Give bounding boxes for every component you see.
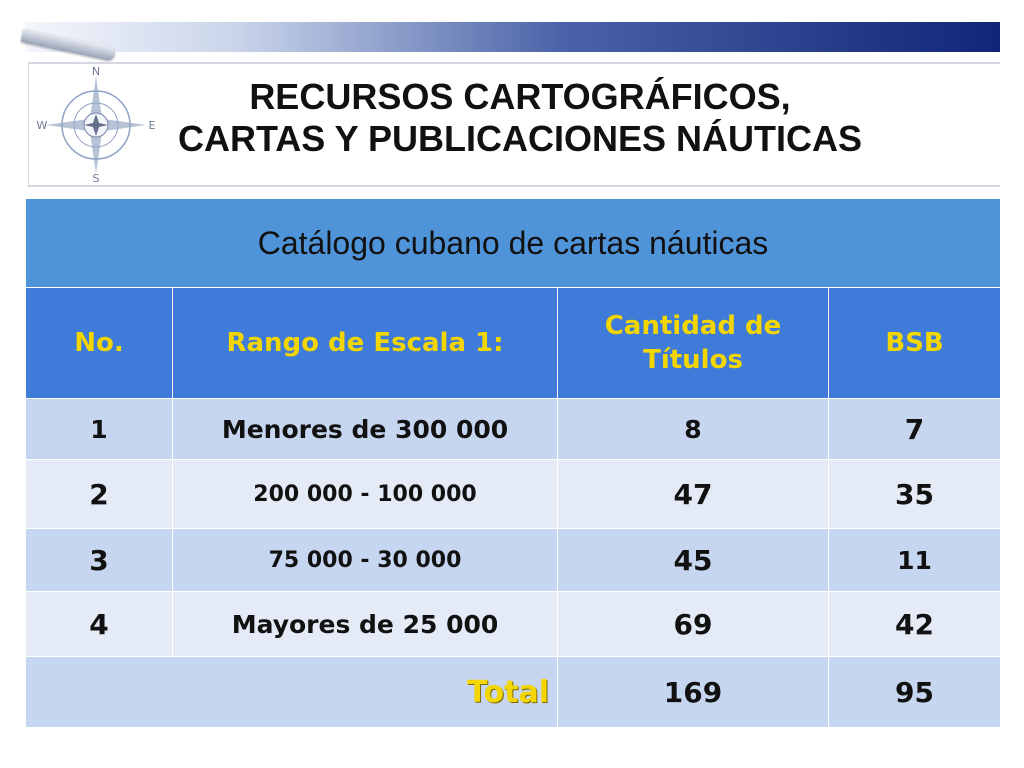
col-header-bsb: BSB bbox=[828, 287, 1001, 399]
col-header-qty-line2: Títulos bbox=[643, 345, 743, 375]
compass-rose-logo-icon: N S E W bbox=[37, 66, 156, 184]
col-header-range: Rango de Escala 1: bbox=[172, 287, 558, 399]
header-frame bbox=[28, 62, 1000, 187]
table-caption-row: Catálogo cubano de cartas náuticas bbox=[25, 198, 1001, 288]
logo-w-label: W bbox=[37, 119, 48, 132]
cell-no: 1 bbox=[25, 398, 173, 460]
table-header-row: No. Rango de Escala 1: Cantidad de Títul… bbox=[25, 287, 1001, 399]
cell-qty: 47 bbox=[557, 459, 829, 529]
title-line-1: RECURSOS CARTOGRÁFICOS, bbox=[249, 76, 791, 117]
cell-qty: 69 bbox=[557, 591, 829, 657]
cell-qty: 45 bbox=[557, 528, 829, 592]
table-caption: Catálogo cubano de cartas náuticas bbox=[25, 198, 1001, 288]
cell-range: 200 000 - 100 000 bbox=[172, 459, 558, 529]
table-row: 4 Mayores de 25 000 69 42 bbox=[25, 591, 1001, 657]
col-header-qty-line1: Cantidad de bbox=[604, 311, 782, 341]
table-row: 1 Menores de 300 000 8 7 bbox=[25, 398, 1001, 460]
col-header-qty: Cantidad de Títulos bbox=[557, 287, 829, 399]
cell-qty: 8 bbox=[557, 398, 829, 460]
cell-bsb: 42 bbox=[828, 591, 1001, 657]
cell-range: 75 000 - 30 000 bbox=[172, 528, 558, 592]
total-qty: 169 bbox=[557, 656, 829, 728]
cell-no: 3 bbox=[25, 528, 173, 592]
cell-no: 2 bbox=[25, 459, 173, 529]
cell-bsb: 35 bbox=[828, 459, 1001, 529]
cell-bsb: 7 bbox=[828, 398, 1001, 460]
cell-range: Mayores de 25 000 bbox=[172, 591, 558, 657]
page-title: RECURSOS CARTOGRÁFICOS, CARTAS Y PUBLICA… bbox=[120, 76, 920, 160]
table-total-row: Total 169 95 bbox=[25, 656, 1001, 728]
logo-e-label: E bbox=[149, 119, 156, 132]
table-row: 3 75 000 - 30 000 45 11 bbox=[25, 528, 1001, 592]
logo-n-label: N bbox=[92, 66, 100, 78]
table-row: 2 200 000 - 100 000 47 35 bbox=[25, 459, 1001, 529]
cell-no: 4 bbox=[25, 591, 173, 657]
col-header-no: No. bbox=[25, 287, 173, 399]
title-line-2: CARTAS Y PUBLICACIONES NÁUTICAS bbox=[177, 118, 863, 159]
logo-s-label: S bbox=[93, 172, 100, 184]
total-bsb: 95 bbox=[828, 656, 1001, 728]
total-label: Total bbox=[25, 656, 558, 728]
top-banner-bar bbox=[25, 22, 1000, 52]
charts-catalog-table: Catálogo cubano de cartas náuticas No. R… bbox=[25, 198, 1001, 728]
cell-range: Menores de 300 000 bbox=[172, 398, 558, 460]
cell-bsb: 11 bbox=[828, 528, 1001, 592]
